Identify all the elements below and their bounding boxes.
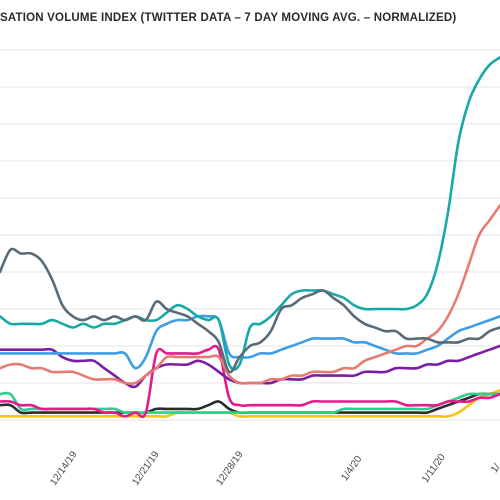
- series-line-9: [0, 389, 500, 418]
- series-line-3: [0, 204, 500, 385]
- series-layer: [0, 56, 500, 419]
- x-tick-label: 12/14/19: [48, 449, 80, 488]
- chart-title: SATION VOLUME INDEX (TWITTER DATA – 7 DA…: [0, 12, 457, 24]
- x-tick-label: 12/28/19: [214, 449, 246, 488]
- x-tick-label: 1/4/20: [339, 454, 364, 483]
- x-tick-label: 1/11/20: [420, 452, 448, 485]
- series-line-1: [0, 247, 500, 374]
- series-line-2: [0, 56, 500, 371]
- x-tick-label: 1/: [489, 462, 500, 475]
- x-axis-ticks: 12/14/19 12/21/19 12/28/19 1/4/20 1/11/20 1/: [48, 449, 500, 488]
- series-line-4: [0, 314, 500, 370]
- series-line-6: [0, 344, 500, 419]
- x-tick-label: 12/21/19: [130, 449, 162, 488]
